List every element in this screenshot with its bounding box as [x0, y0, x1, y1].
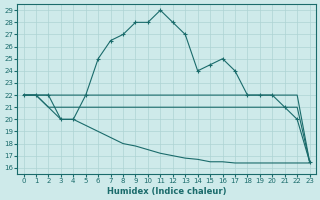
X-axis label: Humidex (Indice chaleur): Humidex (Indice chaleur) [107, 187, 226, 196]
